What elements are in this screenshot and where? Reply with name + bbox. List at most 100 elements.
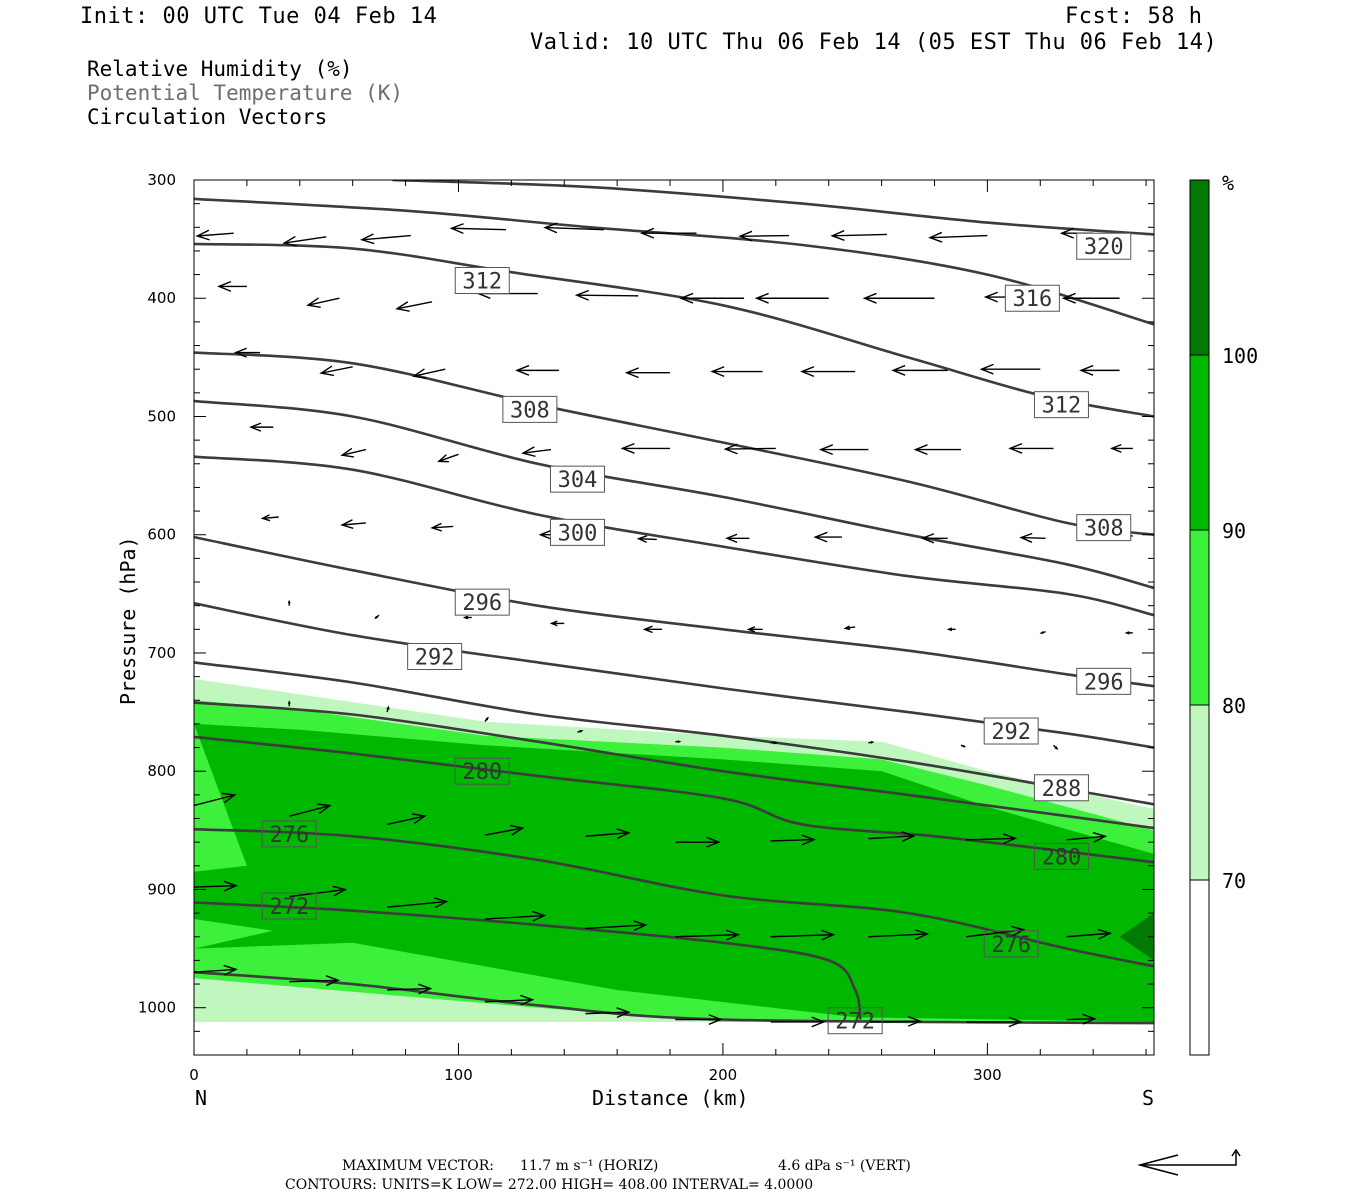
circulation-vector <box>194 792 237 807</box>
circulation-vector <box>306 297 340 309</box>
circulation-vector <box>217 280 247 292</box>
circulation-vector <box>515 364 559 376</box>
x-tick-label: 100 <box>444 1066 473 1084</box>
south-end-label: S <box>1142 1086 1155 1110</box>
colorbar-segment <box>1189 879 1210 1056</box>
colorbar-level-label: 80 <box>1222 694 1246 718</box>
x-tick-label: 300 <box>973 1066 1002 1084</box>
circulation-vector <box>710 366 763 378</box>
theta-contour-312 <box>194 242 1154 418</box>
circulation-vector <box>868 929 930 940</box>
max-vector-horiz: 11.7 m s⁻¹ (HORIZ) <box>520 1158 659 1174</box>
circulation-vector <box>830 230 887 241</box>
theta-contour-280 <box>194 735 1154 864</box>
circulation-vector <box>639 227 697 239</box>
contour-label: 312 <box>454 267 510 295</box>
y-tick-label: 900 <box>147 880 176 898</box>
circulation-vector <box>249 422 274 432</box>
circulation-vector <box>484 716 489 722</box>
contour-info: CONTOURS: UNITS=K LOW= 272.00 HIGH= 408.… <box>285 1177 814 1193</box>
circulation-vector <box>521 446 552 458</box>
circulation-vector <box>723 443 776 455</box>
circulation-vector <box>642 625 663 634</box>
max-vector-arrowhead <box>1137 1154 1179 1176</box>
circulation-vector <box>868 831 916 842</box>
circulation-vector <box>319 365 353 377</box>
contour-label: 276 <box>983 930 1039 958</box>
circulation-vector <box>233 347 261 358</box>
contour-label: 300 <box>549 518 605 546</box>
north-end-label: N <box>195 1086 208 1110</box>
circulation-vector <box>386 813 427 826</box>
circulation-vector <box>484 824 525 836</box>
circulation-vector <box>746 626 763 633</box>
circulation-vector <box>543 222 604 234</box>
colorbar-segment <box>1189 704 1210 881</box>
theta-contour-296 <box>194 535 1154 688</box>
colorbar-level-label: 70 <box>1222 869 1246 893</box>
y-tick-label: 1000 <box>138 999 176 1017</box>
circulation-vector <box>340 447 367 458</box>
x-tick-label: 200 <box>709 1066 738 1084</box>
theta-contour-300 <box>194 455 1154 617</box>
y-tick-label: 300 <box>147 171 176 189</box>
field-theta-label: Potential Temperature (K) <box>87 81 404 105</box>
circulation-vector <box>770 741 779 745</box>
svg-text:280: 280 <box>1042 845 1082 870</box>
colorbar-segment <box>1189 529 1210 706</box>
contour-label: 276 <box>261 820 317 848</box>
svg-text:304: 304 <box>558 468 598 493</box>
circulation-vector <box>287 700 291 707</box>
svg-text:276: 276 <box>269 823 309 848</box>
circulation-vector <box>386 705 390 713</box>
svg-text:300: 300 <box>558 521 598 546</box>
x-tick-label: 0 <box>189 1066 199 1084</box>
circulation-vector <box>979 363 1041 375</box>
circulation-vector <box>675 1014 723 1025</box>
circulation-vector <box>862 292 935 304</box>
circulation-vector <box>770 834 816 846</box>
theta-contour-276 <box>194 827 1154 968</box>
circulation-vector <box>868 741 875 744</box>
max-vector-vert-head <box>1231 1148 1241 1157</box>
circulation-vector <box>1066 928 1113 940</box>
max-vector-arrow <box>1140 1152 1237 1166</box>
svg-text:288: 288 <box>1042 777 1082 802</box>
contour-label: 296 <box>1076 667 1132 695</box>
theta-contour-272 <box>194 901 862 1020</box>
theta-contour-292 <box>194 602 1154 749</box>
field-vectors-label: Circulation Vectors <box>87 105 328 129</box>
theta-contour-316 <box>194 197 1154 326</box>
colorbar-segment <box>1189 354 1210 531</box>
svg-text:308: 308 <box>1084 517 1124 542</box>
circulation-vector <box>1053 744 1059 751</box>
circulation-vector <box>843 625 856 631</box>
init-time: Init: 00 UTC Tue 04 Feb 14 <box>80 4 438 29</box>
circulation-vector <box>913 444 961 456</box>
circulation-vector <box>679 292 745 304</box>
contour-label: 296 <box>454 588 510 616</box>
circulation-vector <box>430 522 454 532</box>
circulation-vector <box>675 929 741 941</box>
circulation-vector <box>1039 631 1046 634</box>
svg-text:312: 312 <box>462 270 502 295</box>
svg-text:296: 296 <box>1084 670 1124 695</box>
circulation-vector <box>946 627 956 632</box>
circulation-vector <box>1061 292 1120 304</box>
y-tick-label: 700 <box>147 644 176 662</box>
circulation-vector <box>675 740 682 744</box>
svg-text:312: 312 <box>1042 394 1082 419</box>
circulation-vector <box>1008 442 1054 454</box>
circulation-vector <box>813 531 842 543</box>
circulation-vector <box>585 920 648 932</box>
circulation-vector <box>620 442 671 454</box>
circulation-vector <box>289 975 341 987</box>
max-vector-vert: 4.6 dPa s⁻¹ (VERT) <box>778 1158 911 1174</box>
svg-text:272: 272 <box>269 895 309 920</box>
svg-text:280: 280 <box>462 760 502 785</box>
theta-contour-308 <box>194 351 1154 536</box>
rh-region-100+ <box>1119 913 1154 961</box>
contour-label: 272 <box>827 1007 883 1035</box>
y-tick-label: 600 <box>147 526 176 544</box>
plot-frame <box>193 179 1155 1056</box>
